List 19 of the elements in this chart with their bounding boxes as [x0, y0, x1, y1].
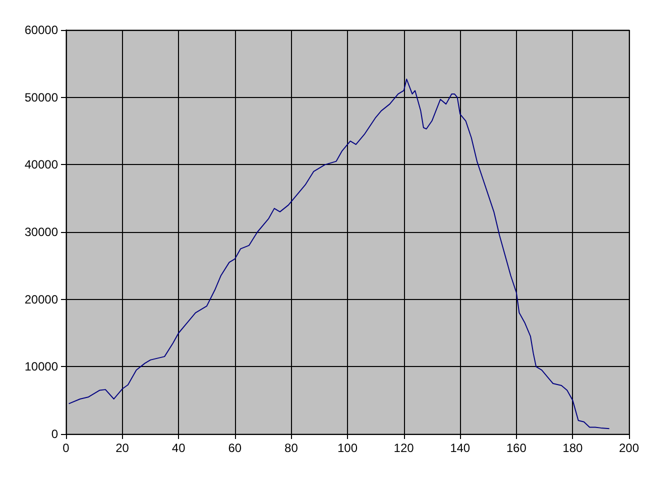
x-tick-label: 140 — [450, 441, 470, 455]
y-tick-label: 30000 — [24, 225, 58, 239]
x-tick-label: 160 — [506, 441, 527, 455]
x-tick-label: 180 — [562, 441, 584, 455]
x-tick-label: 80 — [284, 441, 298, 455]
x-tick-label: 20 — [116, 441, 130, 455]
y-tick-label: 0 — [51, 427, 58, 441]
y-tick-label: 10000 — [24, 360, 58, 374]
line-series — [68, 78, 610, 430]
x-tick-label: 100 — [337, 441, 358, 455]
x-tick-label: 60 — [228, 441, 242, 455]
y-tick-label: 40000 — [24, 158, 58, 172]
y-tick-label: 50000 — [24, 90, 58, 104]
x-tick-label: 120 — [394, 441, 414, 455]
y-tick-label: 60000 — [24, 23, 58, 37]
x-tick-label: 200 — [618, 441, 640, 455]
x-tick-label: 0 — [62, 441, 70, 455]
y-tick-label: 20000 — [24, 292, 58, 306]
x-tick-label: 40 — [172, 441, 186, 455]
